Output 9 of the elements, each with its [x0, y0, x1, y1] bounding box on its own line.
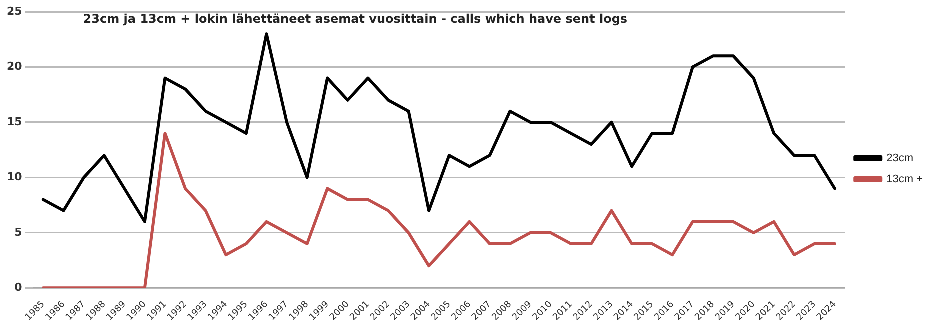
legend-label: 23cm: [886, 152, 914, 165]
legend-label: 13cm +: [886, 174, 924, 186]
y-tick-label: 0: [14, 281, 23, 294]
y-tick-label: 15: [6, 115, 22, 128]
chart-title: 23cm ja 13cm + lokin lähettäneet asemat vuosittain - calls which have sent logs: [83, 12, 628, 26]
y-tick-label: 10: [6, 170, 23, 184]
y-tick-label: 5: [14, 226, 22, 239]
y-tick-label: 20: [6, 60, 23, 74]
y-tick-label: 25: [6, 4, 22, 18]
